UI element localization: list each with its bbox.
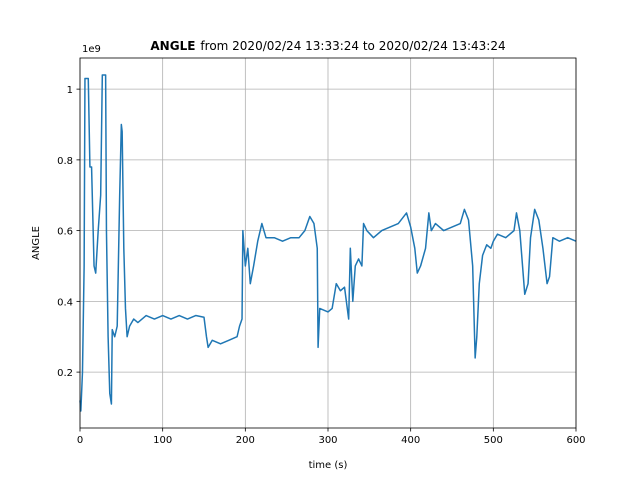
- chart-title: ANGLE from 2020/02/24 13:33:24 to 2020/02…: [150, 39, 505, 53]
- y-tick-label: 0.6: [57, 227, 73, 238]
- y-tick-label: 0.8: [57, 156, 73, 167]
- y-tick-label: 1: [67, 85, 73, 96]
- x-tick-label: 200: [236, 435, 255, 446]
- title-rest: from 2020/02/24 13:33:24 to 2020/02/24 1…: [200, 39, 505, 53]
- x-tick-label: 300: [318, 435, 337, 446]
- x-tick-label: 600: [566, 435, 585, 446]
- y-axis-label: ANGLE: [31, 226, 42, 260]
- x-tick-label: 100: [153, 435, 172, 446]
- y-tick-label: 0.4: [57, 297, 73, 308]
- x-tick-label: 0: [77, 435, 83, 446]
- x-tick-label: 500: [484, 435, 503, 446]
- y-tick-label: 0.2: [57, 368, 73, 379]
- plot-area: [79, 58, 577, 428]
- title-bold: ANGLE: [150, 39, 195, 53]
- x-tick-label: 400: [401, 435, 420, 446]
- x-axis-label: time (s): [309, 460, 348, 471]
- data-line: [79, 74, 577, 412]
- y-offset-label: 1e9: [82, 44, 101, 55]
